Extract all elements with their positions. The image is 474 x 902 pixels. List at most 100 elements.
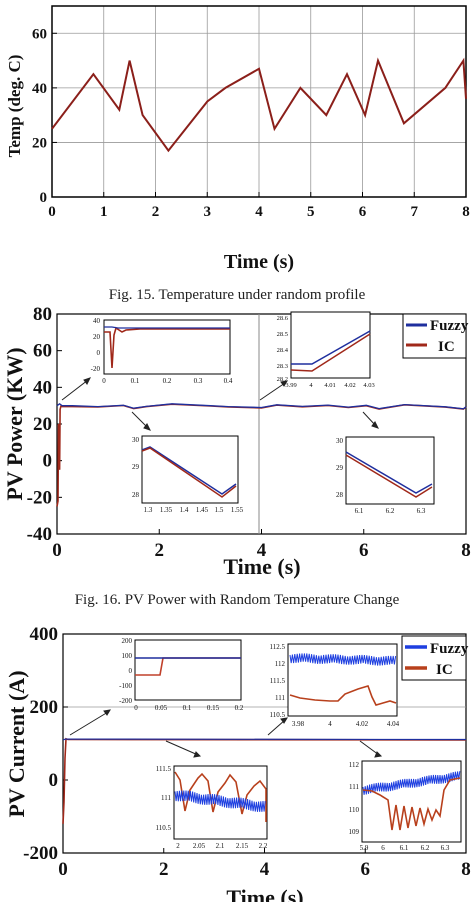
inset-ytick: 28.6 [277,315,289,322]
inset-xtick: 2.2 [259,842,268,850]
inset-ytick: 28 [336,491,344,499]
y-tick-label: 20 [33,414,52,435]
y-tick-label: 200 [30,697,59,718]
inset-ytick: 110 [349,806,360,814]
inset-xtick: 1.45 [196,506,209,514]
y-tick-label: -20 [27,487,52,508]
x-tick-label: 6 [361,859,371,880]
inset-xtick: 4 [328,720,332,728]
inset-zoom-6.1s: 30 29 28 6.1 6.2 6.3 [336,436,435,515]
inset-xtick: 1.4 [180,506,189,514]
inset-zoom-6s: 112 111 110 109 5.9 6 6.1 6.2 6.3 [349,760,462,852]
inset-ytick: 28 [132,491,140,499]
x-tick-label: 8 [461,859,471,880]
inset-ic-line [362,777,461,831]
inset-arrows [69,709,383,758]
inset-ytick: 112 [275,660,286,668]
x-tick-label: 8 [462,204,470,220]
x-tick-label: 1 [100,204,108,220]
x-tick-label: 6 [359,204,367,220]
inset-xtick: 0.2 [163,377,172,385]
inset-startup: 200 100 0 -100 -200 0 0.05 0.1 0.15 0.2 [119,637,244,712]
inset-ytick: 100 [122,652,133,660]
y-tick-label: 0 [40,190,48,206]
inset-fuzzy-line [291,330,371,365]
inset-xtick: 2 [176,842,180,850]
inset-xtick: 0 [102,377,106,385]
inset-fuzzy-line [141,446,237,495]
inset-xtick: 2.15 [236,842,249,850]
inset-fuzzy-line [345,451,433,494]
inset-ytick: 40 [93,317,101,325]
inset-xtick: 4 [309,382,313,389]
x-tick-label: 3 [204,204,212,220]
inset-ytick: 30 [336,437,344,445]
inset-fuzzy-line [104,326,230,329]
axis-ticks: 0 1 2 3 4 5 6 7 8 0 20 40 60 [32,26,470,220]
x-axis-label: Time (s) [226,885,303,902]
inset-ytick: 28.5 [277,331,288,338]
y-tick-label: 40 [33,377,52,398]
inset-ytick: 110.5 [270,711,286,719]
inset-ytick: 109 [349,828,360,836]
x-tick-label: 8 [461,540,471,561]
y-axis-label: Temp (deg. C) [5,55,24,158]
legend: Fuzzy IC [401,635,469,681]
inset-ytick: 111 [275,694,285,702]
legend: Fuzzy IC [402,313,469,359]
y-tick-label: 0 [49,770,59,791]
inset-xtick: 6 [381,844,385,852]
inset-xtick: 4.02 [356,720,369,728]
legend-label-ic: IC [436,662,453,678]
y-tick-label: 60 [32,26,47,42]
x-tick-label: 4 [260,859,270,880]
inset-xtick: 6.2 [421,844,430,852]
inset-xtick: 0.3 [194,377,203,385]
y-tick-label: 80 [33,304,52,325]
inset-xtick: 1.3 [144,506,153,514]
inset-fuzzy-line [174,790,266,812]
inset-arrows [61,377,379,431]
inset-xtick: 0.2 [235,704,244,712]
inset-xtick: 0.05 [155,704,168,712]
inset-xtick: 1.35 [160,506,173,514]
x-tick-label: 2 [155,540,165,561]
y-tick-label: -200 [23,843,58,864]
inset-ytick: 111 [349,783,359,791]
y-tick-label: 40 [32,81,47,97]
inset-xtick: 4.01 [324,382,335,389]
inset-xtick: 4.04 [387,720,400,728]
inset-xtick: 4.02 [344,382,355,389]
figure-caption: Fig. 15. Temperature under random profil… [109,287,366,303]
x-axis-label: Time (s) [223,554,300,579]
inset-startup: 40 20 0 -20 0 0.1 0.2 0.3 0.4 [91,317,233,385]
x-tick-label: 2 [159,859,169,880]
legend-label-ic: IC [438,339,455,355]
y-axis-label: PV Current (A) [4,670,29,817]
inset-xtick: 2.05 [193,842,206,850]
y-tick-label: -40 [27,524,52,545]
inset-xtick: 2.1 [216,842,225,850]
inset-ytick: 28.4 [277,347,289,354]
inset-xtick: 1.55 [231,506,244,514]
inset-zoom-4s: 28.6 28.5 28.4 28.3 28.2 3.99 4 4.01 4.0… [277,311,375,389]
x-axis-label: Time (s) [224,251,294,273]
x-tick-label: 0 [52,540,62,561]
inset-xtick: 0.4 [224,377,233,385]
inset-xtick: 4.03 [363,382,374,389]
y-tick-label: 60 [33,341,52,362]
figure-caption: Fig. 16. PV Power with Random Temperatur… [75,592,400,608]
inset-xtick: 0.1 [131,377,140,385]
inset-ytick: 0 [97,349,101,357]
inset-ytick: 28.2 [277,376,288,383]
legend-label-fuzzy: Fuzzy [430,318,469,334]
inset-ytick: 29 [132,463,140,471]
inset-ic-line [345,454,433,498]
inset-ic-line [174,771,267,822]
y-tick-label: 20 [32,135,47,151]
